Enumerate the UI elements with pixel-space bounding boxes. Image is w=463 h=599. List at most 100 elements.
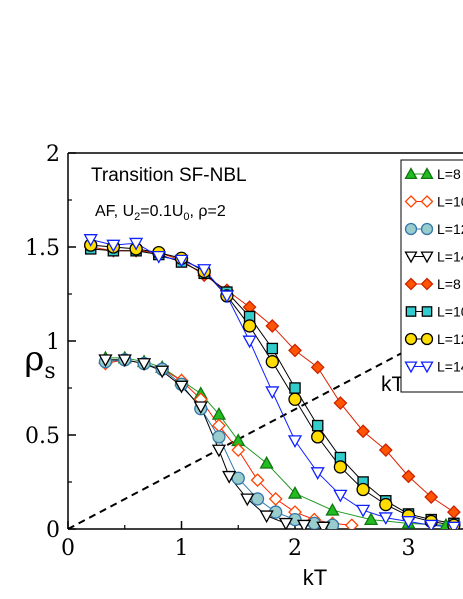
data-point [311, 430, 325, 444]
data-point [344, 518, 359, 529]
legend-label: L=8 [437, 276, 461, 292]
data-point [333, 489, 348, 503]
data-point [106, 239, 121, 253]
legend-label: L=10 [437, 194, 463, 210]
legend-marker [404, 277, 418, 291]
data-point [446, 521, 462, 529]
legend-label: L=10 [437, 304, 463, 320]
data-point [401, 516, 416, 529]
data-point [174, 254, 189, 268]
x-tick-label: 1 [175, 536, 189, 561]
legend-label: L=14 [437, 359, 463, 375]
legend-marker [404, 195, 418, 208]
data-point [174, 380, 189, 394]
data-point [289, 382, 301, 394]
data-point [310, 467, 325, 480]
data-point [242, 319, 257, 333]
data-point [310, 360, 325, 375]
data-point [311, 419, 324, 432]
chart-title-annotation: Transition SF-NBL [91, 165, 247, 186]
x-tick-label: 2 [288, 536, 302, 561]
legend-marker [420, 277, 434, 291]
parameters-annotation: AF, U2=0.1U0, ρ=2 [95, 203, 226, 223]
series-markers [83, 234, 462, 529]
data-point [288, 343, 302, 358]
data-point [401, 469, 416, 484]
legend-marker [420, 332, 434, 346]
data-point [155, 365, 170, 379]
legend-label: L=12 [437, 221, 463, 237]
data-point [325, 502, 340, 516]
legend-marker [405, 306, 417, 317]
data-point [356, 482, 370, 497]
data-point [363, 512, 379, 526]
legend-marker [420, 251, 434, 264]
legend-marker [404, 222, 418, 236]
legend-label: L=12 [437, 331, 463, 347]
x-axis-label: kT [303, 565, 327, 590]
data-point [296, 519, 312, 529]
y-axis-label-main: ρ [24, 339, 44, 379]
y-axis-label-sub: s [44, 359, 55, 384]
data-point [197, 264, 212, 277]
legend-marker [404, 361, 418, 374]
data-point [231, 443, 246, 457]
data-point [259, 510, 274, 524]
legend-label: L=8 [437, 166, 461, 182]
data-point [287, 435, 303, 448]
data-point [83, 234, 98, 247]
legend-marker [420, 167, 434, 180]
data-point [242, 335, 257, 349]
data-point [333, 396, 348, 410]
data-point [259, 455, 274, 469]
data-point [250, 473, 265, 488]
data-point [193, 401, 208, 415]
data-point [378, 512, 393, 526]
data-point [355, 504, 371, 518]
data-point [136, 358, 152, 371]
y-tick-label: 1 [46, 330, 60, 355]
y-tick-label: 2 [46, 142, 60, 167]
y-tick-label: 0.5 [25, 424, 60, 449]
data-point [424, 519, 439, 529]
data-point [222, 470, 237, 484]
data-point [379, 497, 393, 512]
data-point [117, 354, 132, 368]
legend: L=8 L=10 L=12 L=14 L=8 L=10 L=12 L=14 [400, 159, 463, 393]
data-point [316, 521, 331, 529]
data-point [212, 430, 226, 444]
data-point [268, 492, 283, 506]
y-tick-label: 1.5 [25, 236, 60, 261]
data-point [219, 290, 235, 304]
data-point [378, 443, 393, 457]
axis-tick-labels: 0 1 2 3 0 0.5 1 1.5 2 [25, 142, 416, 561]
legend-marker [420, 195, 434, 208]
data-point [151, 250, 166, 264]
y-axis-label: ρs [24, 339, 55, 384]
x-tick-label: 0 [61, 536, 75, 561]
data-point [240, 493, 255, 507]
legend-marker [420, 361, 434, 374]
data-point [287, 485, 303, 499]
data-point [265, 386, 280, 400]
data-point [288, 392, 302, 406]
data-point [446, 505, 461, 519]
data-point [128, 237, 144, 251]
legend-marker [420, 222, 434, 236]
data-point [250, 492, 265, 506]
legend-marker [421, 306, 433, 317]
data-point [333, 460, 348, 474]
data-point [211, 444, 227, 458]
legend-marker [404, 251, 418, 264]
data-point [278, 517, 294, 529]
x-tick-label: 3 [402, 536, 416, 561]
legend-marker [404, 167, 418, 180]
data-point [98, 354, 113, 368]
data-point [356, 424, 371, 439]
legend-marker [404, 332, 418, 346]
data-point [265, 319, 280, 333]
data-point [231, 471, 245, 485]
legend-label: L=14 [437, 249, 463, 265]
data-point [266, 342, 279, 355]
